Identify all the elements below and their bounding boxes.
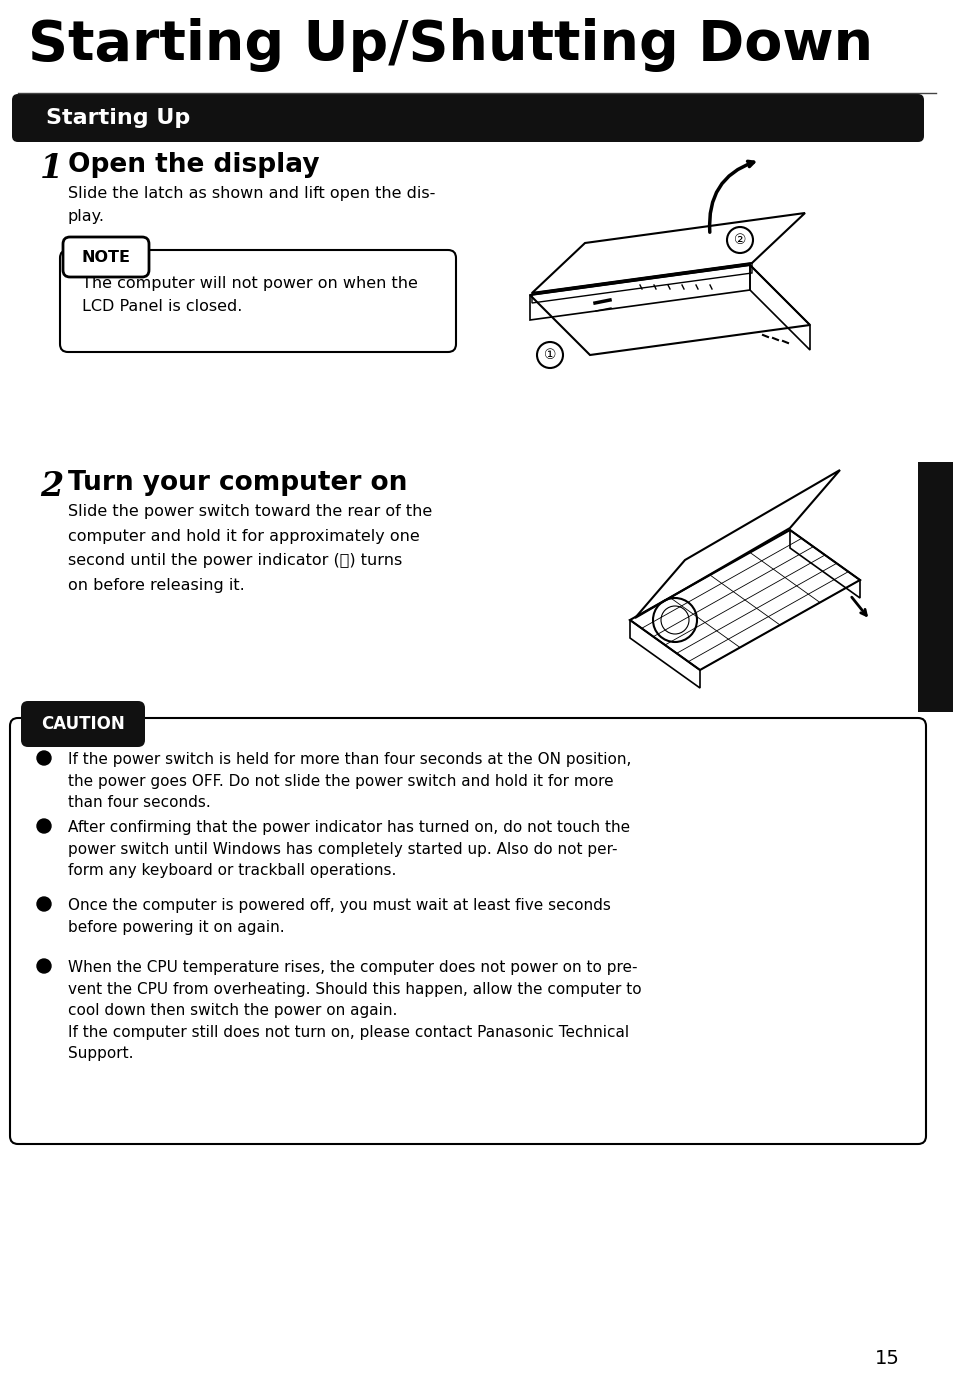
Text: 15: 15: [874, 1349, 899, 1368]
FancyBboxPatch shape: [63, 237, 149, 278]
Text: Turn your computer on: Turn your computer on: [68, 470, 407, 497]
Circle shape: [37, 819, 51, 833]
Text: 1: 1: [40, 152, 63, 186]
FancyBboxPatch shape: [60, 250, 456, 352]
Circle shape: [37, 958, 51, 972]
Text: Starting Up/Shutting Down: Starting Up/Shutting Down: [28, 18, 872, 73]
Text: Slide the latch as shown and lift open the dis-
play.: Slide the latch as shown and lift open t…: [68, 186, 435, 223]
Text: Starting Up: Starting Up: [46, 107, 190, 128]
Text: After confirming that the power indicator has turned on, do not touch the
power : After confirming that the power indicato…: [68, 820, 630, 879]
Text: 2: 2: [40, 470, 63, 504]
Text: Slide the power switch toward the rear of the
computer and hold it for approxima: Slide the power switch toward the rear o…: [68, 504, 432, 593]
Text: If the power switch is held for more than four seconds at the ON position,
the p: If the power switch is held for more tha…: [68, 752, 631, 810]
Text: The computer will not power on when the
LCD Panel is closed.: The computer will not power on when the …: [82, 276, 417, 314]
Circle shape: [37, 897, 51, 911]
FancyBboxPatch shape: [12, 93, 923, 142]
Text: ①: ①: [543, 347, 556, 361]
Circle shape: [37, 751, 51, 764]
Text: CAUTION: CAUTION: [41, 716, 125, 732]
Bar: [917, 462, 953, 711]
Text: Open the display: Open the display: [68, 152, 319, 179]
FancyBboxPatch shape: [21, 702, 145, 746]
Text: ②: ②: [733, 233, 745, 247]
Text: Once the computer is powered off, you must wait at least five seconds
before pow: Once the computer is powered off, you mu…: [68, 898, 610, 935]
Text: NOTE: NOTE: [81, 250, 131, 265]
FancyBboxPatch shape: [10, 718, 925, 1144]
Text: When the CPU temperature rises, the computer does not power on to pre-
vent the : When the CPU temperature rises, the comp…: [68, 960, 641, 1062]
